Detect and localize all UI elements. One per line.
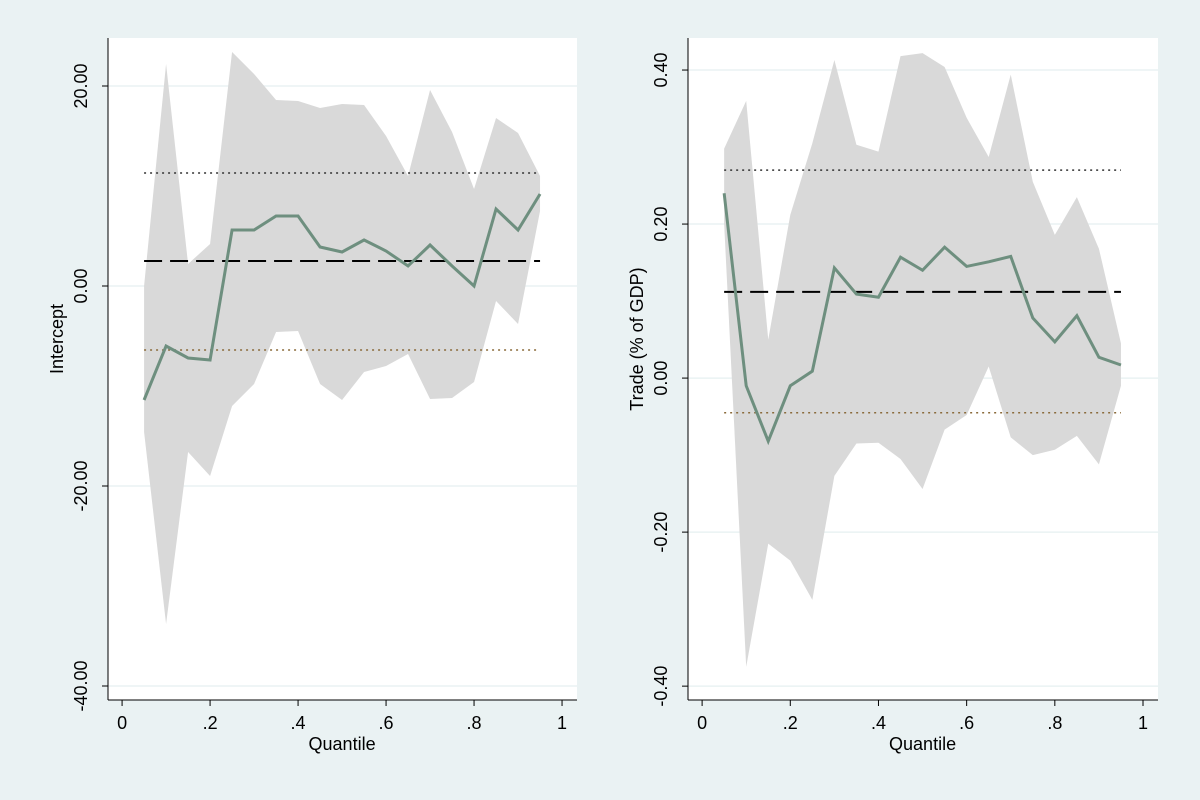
y-tick-label: -0.40 [651,666,671,707]
x-tick-label: 0 [117,713,127,733]
confidence-band [724,53,1121,667]
y-tick-label: 0.00 [71,268,91,303]
x-tick-label: 1 [557,713,567,733]
x-tick-label: .8 [467,713,482,733]
x-tick-label: 0 [697,713,707,733]
confidence-band [144,52,541,624]
y-tick-label: -0.20 [651,512,671,553]
y-axis-title: Intercept [47,304,67,374]
y-tick-label: -40.00 [71,660,91,711]
x-tick-label: .6 [379,713,394,733]
x-tick-label: 1 [1138,713,1148,733]
x-tick-label: .4 [871,713,886,733]
y-tick-label: 20.00 [71,63,91,108]
x-tick-label: .8 [1047,713,1062,733]
y-tick-label: -20.00 [71,460,91,511]
x-axis-title: Quantile [889,734,956,754]
x-tick-label: .6 [959,713,974,733]
y-axis-title: Trade (% of GDP) [627,267,647,410]
quantile-line [142,193,542,401]
x-tick-label: .4 [291,713,306,733]
y-tick-label: 0.20 [651,207,671,242]
x-axis-title: Quantile [309,734,376,754]
x-tick-label: .2 [203,713,218,733]
y-tick-label: 0.00 [651,361,671,396]
quantile-line [722,193,1122,446]
y-tick-label: 0.40 [651,53,671,88]
x-tick-label: .2 [783,713,798,733]
